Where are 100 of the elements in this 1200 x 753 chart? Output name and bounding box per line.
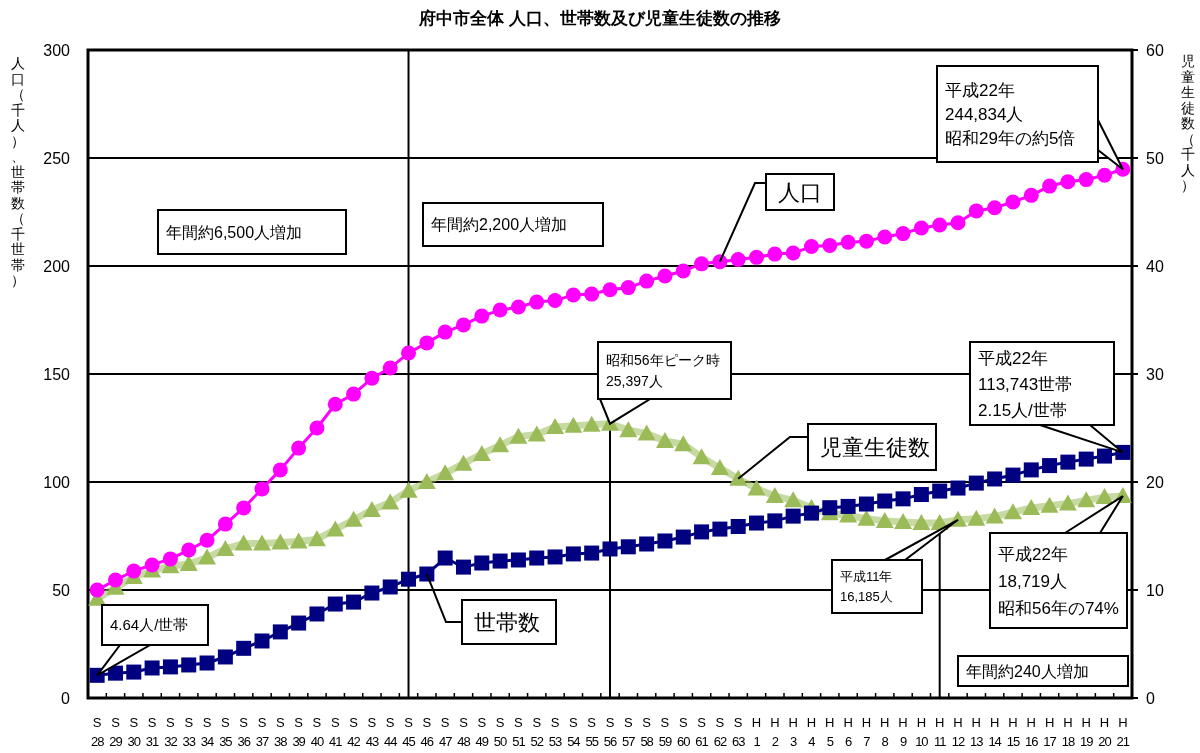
- point: [144, 660, 160, 676]
- x-tick-label: H21: [1116, 715, 1130, 749]
- y2-tick-label: 10: [1146, 582, 1164, 599]
- annotation: 平成11年: [840, 569, 893, 585]
- point: [730, 252, 746, 268]
- x-tick-label: H5: [825, 715, 835, 749]
- x-tick-label: H13: [970, 715, 984, 749]
- point: [144, 557, 160, 573]
- point: [895, 491, 911, 507]
- text: 人口（千人）、世帯数（千世帯）: [11, 55, 25, 288]
- point: [307, 530, 326, 547]
- point: [491, 436, 510, 453]
- point: [840, 498, 856, 514]
- point: [620, 539, 636, 555]
- x-tick-label: H11: [933, 715, 947, 749]
- annotation: 年間約240人増加: [966, 662, 1089, 680]
- annotation: 年間約2,200人増加: [431, 216, 568, 234]
- annotation: 年間約6,500人増加: [166, 223, 303, 241]
- x-tick-label: H9: [898, 715, 908, 749]
- y2-tick-label: 50: [1146, 150, 1164, 167]
- y-tick-label: 300: [43, 42, 71, 59]
- x-tick-label: S63: [731, 715, 746, 749]
- point: [162, 659, 178, 675]
- point: [1058, 494, 1077, 511]
- annotation: 平成22年: [978, 348, 1048, 368]
- x-tick-label: H12: [951, 715, 965, 749]
- point: [694, 524, 710, 540]
- point: [289, 532, 308, 549]
- y-tick-label: 50: [52, 582, 71, 599]
- y-tick-label: 150: [43, 366, 71, 383]
- point: [582, 415, 601, 432]
- x-tick-label: H2: [770, 715, 780, 749]
- point: [619, 421, 638, 438]
- x-tick-label: S44: [383, 715, 398, 749]
- point: [987, 471, 1003, 487]
- point: [912, 514, 931, 531]
- point: [364, 585, 380, 601]
- x-tick-label: S38: [274, 715, 288, 749]
- x-tick-label: S46: [420, 715, 434, 749]
- point: [199, 532, 215, 548]
- y2-tick-label: 20: [1146, 474, 1164, 491]
- point: [527, 425, 546, 442]
- point: [767, 246, 783, 262]
- annotation: 昭和56年の74%: [998, 598, 1119, 618]
- point: [822, 237, 838, 253]
- point: [401, 571, 417, 587]
- x-tick-label: H15: [1006, 715, 1020, 749]
- point: [564, 416, 583, 433]
- point: [877, 493, 893, 509]
- point: [858, 496, 874, 512]
- x-tick-label: S61: [695, 715, 709, 749]
- x-tick-label: S58: [640, 715, 654, 749]
- x-tick-label: H8: [880, 715, 890, 749]
- x-tick-label: S45: [402, 715, 416, 749]
- point: [417, 473, 436, 489]
- y-tick-label: 0: [61, 690, 71, 707]
- point: [565, 287, 581, 303]
- point: [803, 239, 819, 255]
- point: [584, 545, 600, 561]
- point: [216, 539, 235, 556]
- point: [472, 444, 491, 461]
- x-tick-label: S28: [90, 715, 105, 749]
- point: [674, 435, 693, 452]
- x-tick-label: H14: [988, 715, 1002, 749]
- point: [401, 345, 417, 361]
- x-tick-label: H19: [1079, 715, 1094, 749]
- point: [236, 640, 252, 656]
- point: [510, 552, 526, 568]
- series-label: 児童生徒数: [820, 435, 930, 460]
- point: [857, 509, 876, 526]
- point: [437, 324, 453, 340]
- x-tick-label: S43: [365, 715, 379, 749]
- y2-tick-label: 0: [1146, 690, 1155, 707]
- x-tick-label: S31: [145, 715, 160, 749]
- point: [272, 624, 288, 640]
- x-tick-label: S37: [255, 715, 269, 749]
- point: [529, 550, 545, 566]
- point: [712, 254, 728, 270]
- point: [1078, 451, 1094, 467]
- point: [950, 480, 966, 496]
- point: [217, 516, 233, 532]
- x-tick-label: S57: [622, 715, 636, 749]
- point: [894, 512, 913, 529]
- point: [346, 594, 362, 610]
- point: [89, 582, 105, 598]
- x-tick-label: S39: [292, 715, 306, 749]
- point: [657, 533, 673, 549]
- point: [547, 293, 563, 309]
- x-tick-label: S54: [567, 715, 581, 749]
- x-tick-label: S30: [127, 715, 141, 749]
- point: [362, 501, 381, 518]
- point: [602, 282, 618, 298]
- point: [675, 529, 691, 545]
- annotation: 113,743世帯: [978, 374, 1073, 394]
- x-tick-label: S32: [164, 715, 178, 749]
- point: [620, 280, 636, 296]
- point: [1005, 467, 1021, 483]
- x-tick-label: H10: [915, 715, 929, 749]
- x-tick-label: S55: [585, 715, 599, 749]
- point: [1023, 187, 1039, 203]
